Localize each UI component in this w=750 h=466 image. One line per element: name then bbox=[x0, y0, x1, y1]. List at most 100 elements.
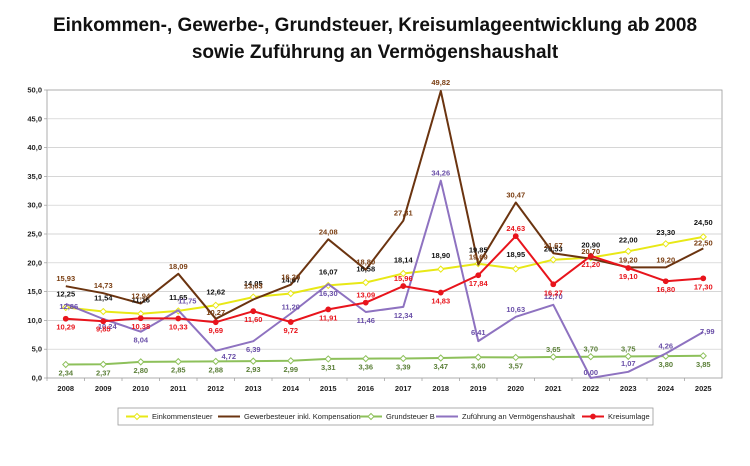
point-einkommensteuer bbox=[362, 278, 370, 287]
point-grundsteuer-b bbox=[512, 353, 520, 362]
data-label-einkommensteuer: 18,14 bbox=[394, 256, 414, 265]
data-label-zufuehrung: 12,86 bbox=[59, 302, 78, 311]
legend-label-gewerbesteuer: Gewerbesteuer inkl. Kompensation bbox=[244, 412, 361, 421]
point-kreisumlage bbox=[662, 278, 669, 285]
x-tick-label: 2015 bbox=[320, 384, 337, 393]
data-label-einkommensteuer: 14,05 bbox=[244, 279, 263, 288]
point-kreisumlage bbox=[475, 272, 482, 279]
data-label-grundsteuer-b: 2,99 bbox=[283, 365, 298, 374]
point-einkommensteuer bbox=[437, 265, 445, 273]
point-grundsteuer-b bbox=[212, 357, 220, 366]
data-label-grundsteuer-b: 3,47 bbox=[433, 362, 448, 371]
y-axis-ticks: 0,0 5,0 10,0 15,0 20,0 25,0 30,0 35,0 40,0 45,0 50… bbox=[27, 86, 42, 383]
data-label-zufuehrung: 1,07 bbox=[621, 359, 636, 368]
data-label-einkommensteuer: 24,50 bbox=[694, 218, 713, 227]
data-label-grundsteuer-b: 3,36 bbox=[358, 363, 373, 372]
x-tick-label: 2024 bbox=[657, 384, 675, 393]
chart-subtitle: sowie Zuführung an Vermögenshaushalt bbox=[191, 42, 559, 63]
data-label-zufuehrung: 4,72 bbox=[221, 352, 236, 361]
data-label-gewerbesteuer: 22,50 bbox=[694, 238, 713, 247]
data-label-zufuehrung: 4,26 bbox=[658, 341, 673, 350]
data-label-grundsteuer-b: 2,34 bbox=[58, 369, 73, 378]
data-label-kreisumlage: 19,10 bbox=[619, 272, 638, 281]
data-label-gewerbesteuer: 18,09 bbox=[169, 262, 188, 271]
data-label-zufuehrung: 16,30 bbox=[319, 289, 338, 298]
data-label-gewerbesteuer: 13,63 bbox=[244, 281, 263, 290]
point-kreisumlage bbox=[100, 318, 107, 325]
data-label-zufuehrung: 8,04 bbox=[133, 336, 148, 345]
data-label-gewerbesteuer: 12,94 bbox=[131, 291, 151, 300]
data-label-gewerbesteuer: 14,73 bbox=[94, 281, 113, 290]
point-kreisumlage bbox=[250, 308, 257, 315]
y-tick-label: 35,0 bbox=[27, 172, 42, 181]
y-tick-label: 0,0 bbox=[32, 374, 42, 383]
x-tick-label: 2021 bbox=[545, 384, 562, 393]
data-label-grundsteuer-b: 3,60 bbox=[471, 361, 486, 370]
point-einkommensteuer bbox=[287, 289, 295, 298]
y-tick-label: 50,0 bbox=[27, 86, 42, 95]
point-kreisumlage bbox=[325, 306, 332, 313]
data-label-kreisumlage: 9,72 bbox=[283, 326, 298, 335]
data-label-grundsteuer-b: 3,31 bbox=[321, 363, 336, 372]
point-einkommensteuer bbox=[62, 303, 70, 312]
data-label-einkommensteuer: 19,85 bbox=[469, 246, 488, 255]
data-label-zufuehrung: 6,41 bbox=[471, 328, 486, 337]
x-tick-label: 2018 bbox=[432, 384, 449, 393]
data-label-kreisumlage: 16,27 bbox=[544, 288, 563, 297]
data-label-einkommensteuer: 22,00 bbox=[619, 235, 638, 244]
point-grundsteuer-b bbox=[287, 357, 295, 365]
point-kreisumlage bbox=[175, 315, 182, 322]
data-label-einkommensteuer: 23,30 bbox=[656, 228, 675, 237]
data-label-kreisumlage: 15,96 bbox=[394, 274, 413, 283]
data-label-einkommensteuer: 12,62 bbox=[206, 287, 225, 296]
data-label-gewerbesteuer: 19,20 bbox=[619, 255, 638, 264]
legend-box bbox=[117, 407, 654, 426]
point-einkommensteuer bbox=[212, 301, 220, 310]
data-label-kreisumlage: 10,38 bbox=[131, 322, 150, 331]
data-label-gewerbesteuer: 24,08 bbox=[319, 227, 338, 236]
point-einkommensteuer bbox=[512, 265, 520, 273]
y-tick-label: 40,0 bbox=[27, 143, 42, 152]
point-kreisumlage bbox=[437, 289, 444, 296]
legend-label-kreisumlage: Kreisumlage bbox=[608, 412, 650, 421]
data-label-grundsteuer-b: 2,80 bbox=[133, 366, 148, 375]
x-tick-label: 2020 bbox=[507, 384, 524, 393]
data-label-einkommensteuer: 20,90 bbox=[581, 241, 600, 250]
y-tick-label: 20,0 bbox=[27, 258, 42, 267]
series-group bbox=[62, 90, 707, 379]
x-axis-ticks: 2008 2009 2010 2011 2012 2013 2014 2015 2016 2017… bbox=[57, 384, 711, 393]
data-label-grundsteuer-b: 3,85 bbox=[696, 360, 711, 369]
data-label-einkommensteuer: 18,95 bbox=[506, 250, 525, 259]
data-label-zufuehrung: 10,63 bbox=[506, 305, 525, 314]
point-grundsteuer-b bbox=[699, 352, 707, 360]
data-label-grundsteuer-b: 3,57 bbox=[508, 361, 523, 370]
data-label-gewerbesteuer: 27,31 bbox=[394, 209, 413, 218]
point-einkommensteuer bbox=[699, 233, 707, 241]
legend-marker-grundsteuer-b bbox=[367, 412, 375, 421]
series-line-kreisumlage bbox=[65, 235, 704, 324]
data-label-kreisumlage: 9,69 bbox=[208, 326, 223, 335]
data-label-zufuehrung: 7,99 bbox=[700, 327, 715, 336]
data-label-gewerbesteuer: 16,20 bbox=[281, 273, 300, 282]
point-grundsteuer-b bbox=[549, 353, 557, 361]
data-label-grundsteuer-b: 2,85 bbox=[171, 366, 186, 375]
x-tick-label: 2010 bbox=[132, 384, 149, 393]
point-grundsteuer-b bbox=[437, 354, 445, 362]
data-label-gewerbesteuer: 19,69 bbox=[469, 253, 488, 262]
legend-marker-kreisumlage bbox=[590, 413, 596, 420]
y-tick-label: 45,0 bbox=[27, 114, 42, 123]
legend-label-grundsteuer-b: Grundsteuer B bbox=[386, 412, 435, 421]
chart-title: Einkommen-, Gewerbe-, Grundsteuer, Kreis… bbox=[52, 15, 698, 36]
data-label-zufuehrung: 11,20 bbox=[282, 302, 300, 311]
x-tick-label: 2012 bbox=[207, 384, 224, 393]
point-kreisumlage bbox=[62, 315, 69, 322]
x-tick-label: 2023 bbox=[620, 384, 637, 393]
data-label-gewerbesteuer: 18,80 bbox=[356, 258, 375, 267]
point-grundsteuer-b bbox=[362, 354, 370, 363]
data-label-kreisumlage: 9,85 bbox=[96, 324, 111, 333]
data-label-einkommensteuer: 16,07 bbox=[319, 267, 338, 276]
data-label-grundsteuer-b: 3,70 bbox=[583, 345, 598, 354]
data-label-einkommensteuer: 18,90 bbox=[431, 251, 450, 260]
x-tick-label: 2008 bbox=[57, 384, 74, 393]
